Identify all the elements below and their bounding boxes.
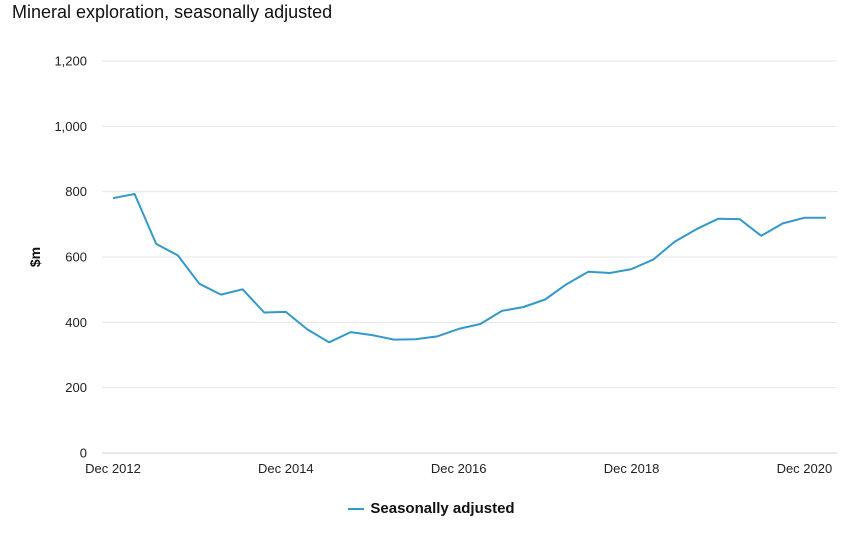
data-point[interactable] bbox=[132, 191, 138, 197]
y-tick-label: 800 bbox=[65, 184, 87, 199]
data-point[interactable] bbox=[369, 332, 375, 338]
y-axis-label: $m bbox=[27, 247, 43, 267]
data-point[interactable] bbox=[542, 296, 548, 302]
y-tick-label: 0 bbox=[80, 446, 87, 461]
data-point[interactable] bbox=[499, 308, 505, 314]
data-point[interactable] bbox=[434, 333, 440, 339]
data-point[interactable] bbox=[823, 215, 829, 221]
data-point[interactable] bbox=[391, 337, 397, 343]
legend-swatch-seasonally-adjusted bbox=[348, 507, 365, 510]
x-tick-label: Dec 2016 bbox=[431, 461, 487, 476]
legend[interactable]: Seasonally adjusted bbox=[0, 500, 863, 517]
data-point[interactable] bbox=[672, 239, 678, 245]
y-axis-ticks: 0 200 400 600 800 1,000 1,200 bbox=[54, 54, 87, 461]
x-axis-ticks: Dec 2012 Dec 2014 Dec 2016 Dec 2018 Dec 2020 bbox=[85, 461, 832, 476]
data-point[interactable] bbox=[175, 252, 181, 258]
data-point[interactable] bbox=[153, 241, 159, 247]
series-layer bbox=[110, 191, 829, 345]
data-point[interactable] bbox=[110, 195, 116, 201]
data-point[interactable] bbox=[304, 327, 310, 333]
data-point[interactable] bbox=[348, 329, 354, 335]
x-tick-label: Dec 2014 bbox=[258, 461, 314, 476]
gridlines bbox=[102, 60, 837, 454]
data-point[interactable] bbox=[758, 233, 764, 239]
y-tick-label: 1,000 bbox=[54, 119, 87, 134]
data-point[interactable] bbox=[477, 321, 483, 327]
data-point[interactable] bbox=[326, 339, 332, 345]
data-point[interactable] bbox=[521, 304, 527, 310]
data-point[interactable] bbox=[196, 281, 202, 287]
y-tick-label: 1,200 bbox=[54, 54, 87, 69]
data-point[interactable] bbox=[737, 216, 743, 222]
data-point[interactable] bbox=[585, 269, 591, 275]
data-point[interactable] bbox=[607, 270, 613, 276]
data-point[interactable] bbox=[412, 336, 418, 342]
y-tick-label: 600 bbox=[65, 250, 87, 265]
data-point[interactable] bbox=[629, 266, 635, 272]
data-point[interactable] bbox=[693, 226, 699, 232]
data-point[interactable] bbox=[240, 286, 246, 292]
data-point[interactable] bbox=[564, 281, 570, 287]
series-line-0 bbox=[112, 193, 826, 344]
x-tick-label: Dec 2018 bbox=[604, 461, 660, 476]
x-tick-label: Dec 2020 bbox=[777, 461, 833, 476]
chart-title: Mineral exploration, seasonally adjusted bbox=[12, 2, 333, 22]
legend-label-seasonally-adjusted: Seasonally adjusted bbox=[370, 500, 515, 517]
data-point[interactable] bbox=[780, 220, 786, 226]
data-point[interactable] bbox=[218, 292, 224, 298]
x-tick-label: Dec 2012 bbox=[85, 461, 141, 476]
data-point[interactable] bbox=[801, 215, 807, 221]
data-point[interactable] bbox=[261, 310, 267, 316]
data-point[interactable] bbox=[650, 257, 656, 263]
y-tick-label: 400 bbox=[65, 315, 87, 330]
data-point[interactable] bbox=[283, 309, 289, 315]
data-point[interactable] bbox=[715, 216, 721, 222]
data-point[interactable] bbox=[456, 326, 462, 332]
y-tick-label: 200 bbox=[65, 380, 87, 395]
